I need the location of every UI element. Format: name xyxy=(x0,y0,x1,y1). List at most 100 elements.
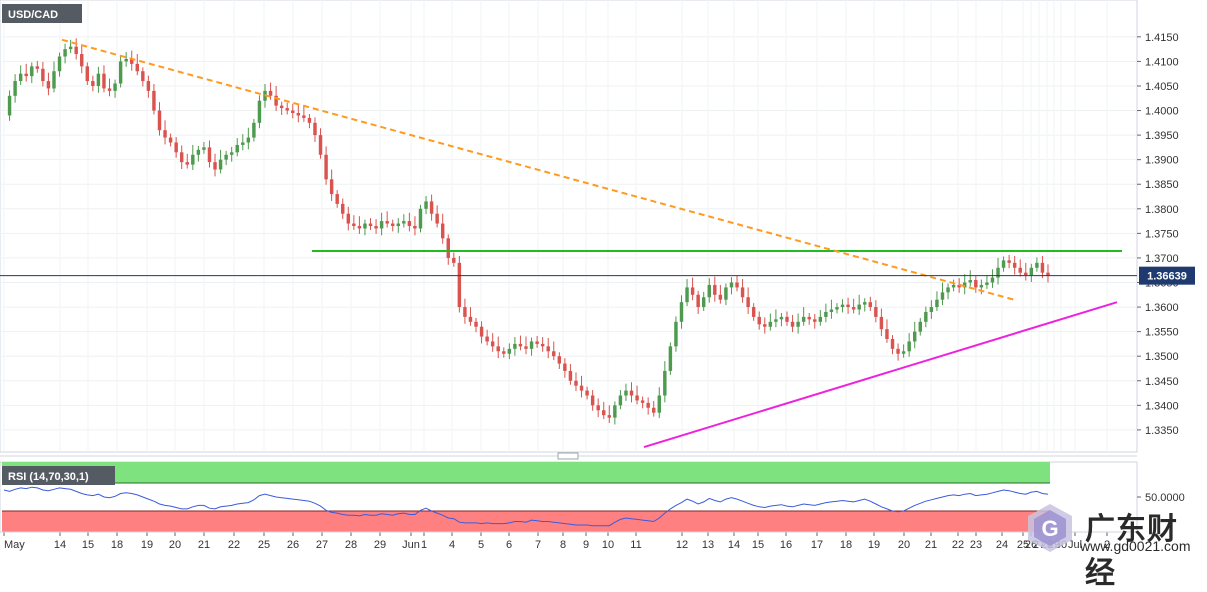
x-tick-label: Jul xyxy=(1068,539,1082,551)
y-tick-label: 1.3350 xyxy=(1145,425,1179,437)
candle-body xyxy=(507,348,512,354)
candle-body xyxy=(857,304,861,310)
candle-body xyxy=(529,341,534,349)
x-tick-label: May xyxy=(4,539,25,551)
candle-body xyxy=(57,56,62,72)
candle-body xyxy=(946,287,950,293)
candle-body xyxy=(968,280,972,283)
x-tick-label: 18 xyxy=(111,539,123,551)
candle-body xyxy=(835,307,839,310)
candle-body xyxy=(840,304,845,308)
x-tick-label: Jun xyxy=(402,539,420,551)
candle-body xyxy=(429,201,434,214)
candle-body xyxy=(279,105,284,109)
candle-body xyxy=(729,282,734,288)
x-tick-label: 22 xyxy=(228,539,240,551)
symbol-label: USD/CAD xyxy=(8,9,58,21)
x-tick-label: 25 xyxy=(1017,539,1029,551)
candle-body xyxy=(763,324,767,327)
candle-body xyxy=(218,159,223,170)
candle-body xyxy=(668,346,673,371)
candle-body xyxy=(1007,260,1011,263)
candle-body xyxy=(385,221,389,224)
x-tick-label: 25 xyxy=(258,539,270,551)
x-tick-label: 16 xyxy=(780,539,792,551)
watermark: G 广东财经 www.gd0021.com xyxy=(1010,500,1207,590)
y-tick-label: 1.3900 xyxy=(1145,155,1179,167)
x-tick-label: 1 xyxy=(421,539,427,551)
price-chart: 1.4150 1.4100 1.4050 1.4000 1.3950 1.3900 1.38… xyxy=(0,0,1195,551)
y-tick-label: 1.3450 xyxy=(1145,376,1179,388)
y-tick-label: 1.3600 xyxy=(1145,302,1179,314)
candle-body xyxy=(929,307,934,312)
candle-body xyxy=(91,81,95,86)
candle-body xyxy=(613,405,617,418)
x-tick-label: 8 xyxy=(560,539,566,551)
y-tick-label: 1.3850 xyxy=(1145,179,1179,191)
candle-body xyxy=(241,142,245,145)
candle-body xyxy=(135,63,139,72)
candle-body xyxy=(357,226,362,229)
candle-body xyxy=(807,316,811,320)
candle-body xyxy=(246,137,251,143)
candle-body xyxy=(407,221,412,226)
x-tick-label: 26 xyxy=(287,539,299,551)
candle-body xyxy=(274,95,278,106)
candle-body xyxy=(707,284,711,298)
x-tick-label: 7 xyxy=(535,539,541,551)
x-tick-label: 12 xyxy=(676,539,688,551)
y-tick-label: 1.4150 xyxy=(1145,32,1179,44)
candle-body xyxy=(918,321,922,332)
rsi-mid-label: 50.0000 xyxy=(1145,492,1185,504)
candle-body xyxy=(68,46,73,50)
trendlines xyxy=(0,38,1137,449)
candle-body xyxy=(352,223,356,226)
candle-body xyxy=(746,297,750,308)
x-tick-label: 6 xyxy=(506,539,512,551)
candle-body xyxy=(863,302,867,305)
candle-body xyxy=(157,110,162,131)
candle-body xyxy=(13,81,17,96)
candle-body xyxy=(490,341,495,347)
candle-body xyxy=(341,203,345,214)
descending-trendline xyxy=(61,38,1015,301)
candle-body xyxy=(474,321,478,327)
symbol-tag xyxy=(2,4,82,23)
candle-body xyxy=(435,213,439,224)
x-tick-label: 14 xyxy=(728,539,740,551)
candle-body xyxy=(146,81,151,91)
candle-body xyxy=(52,71,56,89)
candle-body xyxy=(363,223,367,229)
candle-body xyxy=(179,152,184,163)
candle-body xyxy=(574,380,578,386)
candle-body xyxy=(751,307,756,317)
x-tick-label: 2 xyxy=(1104,539,1110,551)
time-axis: May 14 15 18 19 20 21 22 25 26 27 28 29 Jun 1 4 5 6 7 8 9 10 1… xyxy=(3,532,1110,551)
candle-body xyxy=(935,299,939,308)
x-tick-label: 15 xyxy=(82,539,94,551)
candle-body xyxy=(907,341,911,352)
rsi-line xyxy=(3,486,1049,527)
candle-body xyxy=(102,73,106,89)
candle-body xyxy=(657,395,661,413)
candle-body xyxy=(1018,267,1022,273)
candle-body xyxy=(813,319,817,322)
candle-body xyxy=(957,284,961,288)
candle-body xyxy=(485,336,489,342)
candle-body xyxy=(374,226,378,229)
candle-body xyxy=(185,162,189,165)
candle-body xyxy=(974,280,978,288)
candle-body xyxy=(579,385,584,391)
candle-body xyxy=(568,370,573,381)
candle-body xyxy=(329,179,334,195)
x-tick-label: 20 xyxy=(898,539,910,551)
candle-body xyxy=(874,307,878,317)
candle-body xyxy=(1046,272,1050,276)
candle-body xyxy=(990,277,995,283)
y-tick-label: 1.4100 xyxy=(1145,56,1179,68)
candle-body xyxy=(640,400,645,403)
candle-body xyxy=(774,319,778,322)
candle-body xyxy=(696,294,700,308)
candle-body xyxy=(224,154,228,160)
candle-body xyxy=(879,316,884,330)
